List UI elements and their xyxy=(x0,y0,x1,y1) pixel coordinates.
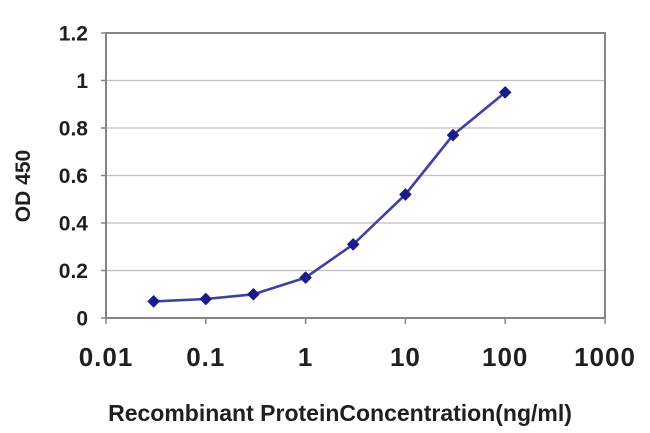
x-tick-label: 10 xyxy=(390,342,421,372)
data-point-marker xyxy=(199,292,212,306)
x-tick-label: 0.1 xyxy=(186,342,225,372)
data-point-marker xyxy=(499,86,512,99)
x-axis-title: Recombinant ProteinConcentration(ng/ml) xyxy=(108,400,572,426)
data-point-marker xyxy=(399,188,412,201)
y-tick-label: 0 xyxy=(76,308,88,331)
y-tick-label: 0.2 xyxy=(59,260,88,283)
y-tick-label: 0.4 xyxy=(59,213,89,236)
y-axis-title: OD 450 xyxy=(12,149,35,223)
data-point-marker xyxy=(446,129,460,142)
x-tick-label: 1000 xyxy=(574,342,636,372)
y-tick-label: 0.6 xyxy=(59,165,88,188)
data-point-marker xyxy=(147,295,160,308)
x-tick-label: 100 xyxy=(482,342,528,372)
series-line xyxy=(152,91,507,303)
data-point-marker xyxy=(299,271,312,284)
data-point-marker xyxy=(247,288,260,301)
data-point-marker xyxy=(347,238,360,251)
x-tick-label: 1 xyxy=(298,342,313,372)
y-tick-label: 0.8 xyxy=(59,118,89,141)
y-tick-label: 1.2 xyxy=(59,23,88,46)
x-tick-label: 0.01 xyxy=(79,342,134,372)
y-tick-label: 1 xyxy=(76,70,88,93)
